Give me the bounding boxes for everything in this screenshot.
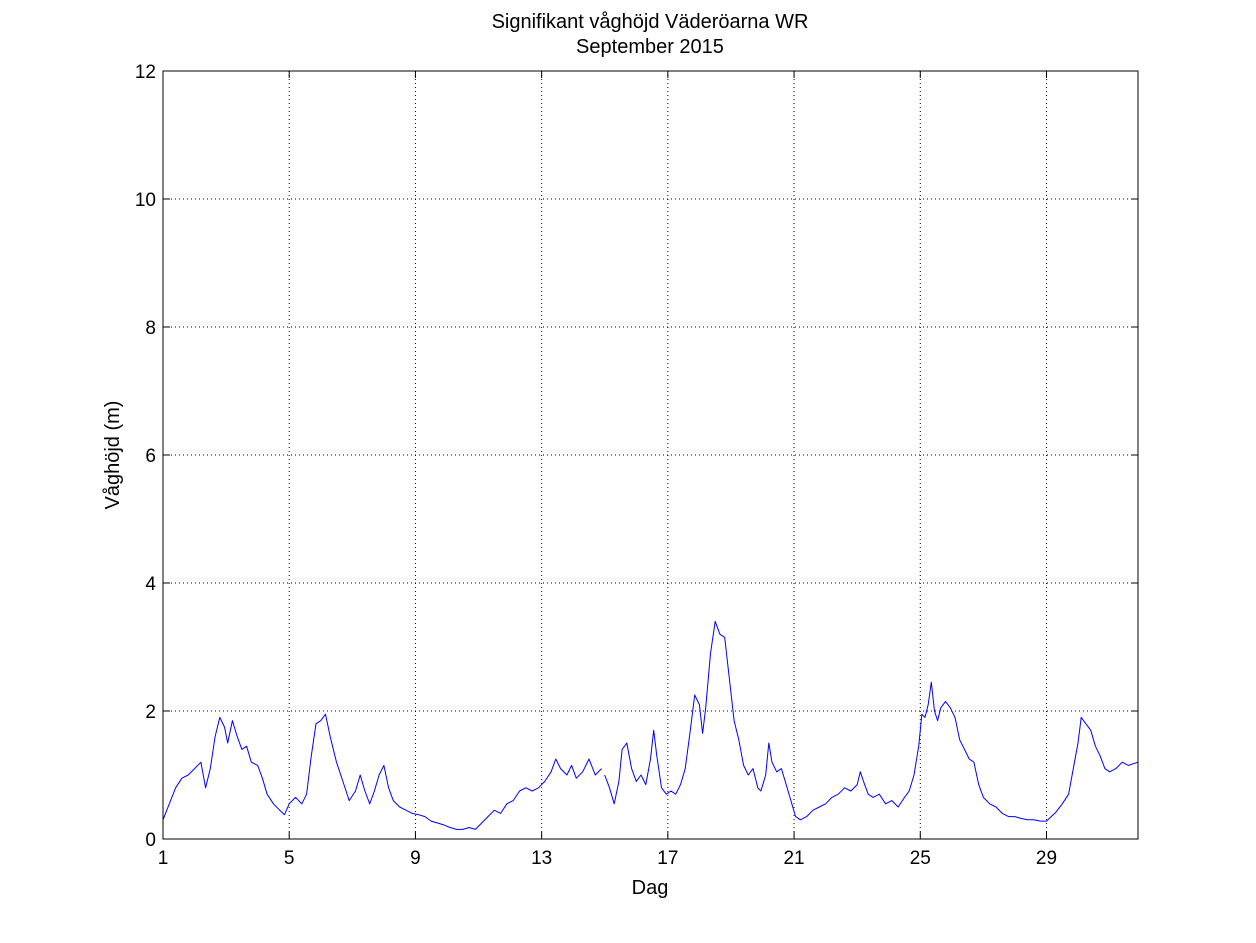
wave-height-line: [162, 713, 602, 830]
y-tick-label: 6: [145, 446, 156, 467]
x-tick-label: 5: [284, 848, 295, 869]
ticks: [162, 70, 1138, 840]
grid: [163, 71, 1138, 839]
x-tick-label: 25: [910, 848, 931, 869]
x-tick-label: 21: [783, 848, 804, 869]
x-tick-label: 13: [531, 848, 552, 869]
x-axis-label: Dag: [632, 877, 669, 899]
chart-title: Signifikant våghöjd Väderöarna WR: [492, 11, 809, 33]
x-tick-labels: 1 5 9 13 17 21 25 29: [158, 848, 1057, 869]
y-tick-label: 4: [145, 574, 156, 595]
chart-subtitle: September 2015: [576, 36, 724, 58]
series-group: [162, 620, 1139, 830]
y-tick-label: 12: [135, 62, 156, 83]
y-tick-label: 8: [145, 318, 156, 339]
y-tick-label: 2: [145, 702, 156, 723]
y-axis-label: Våghöjd (m): [102, 401, 124, 510]
wave-height-line: [604, 620, 1139, 822]
y-tick-labels: 0 2 4 6 8 10 12: [135, 62, 157, 851]
x-tick-label: 9: [410, 848, 421, 869]
y-tick-label: 10: [135, 190, 156, 211]
y-tick-label: 0: [145, 830, 156, 851]
x-tick-label: 29: [1036, 848, 1057, 869]
x-tick-label: 17: [657, 848, 678, 869]
x-tick-label: 1: [158, 848, 169, 869]
